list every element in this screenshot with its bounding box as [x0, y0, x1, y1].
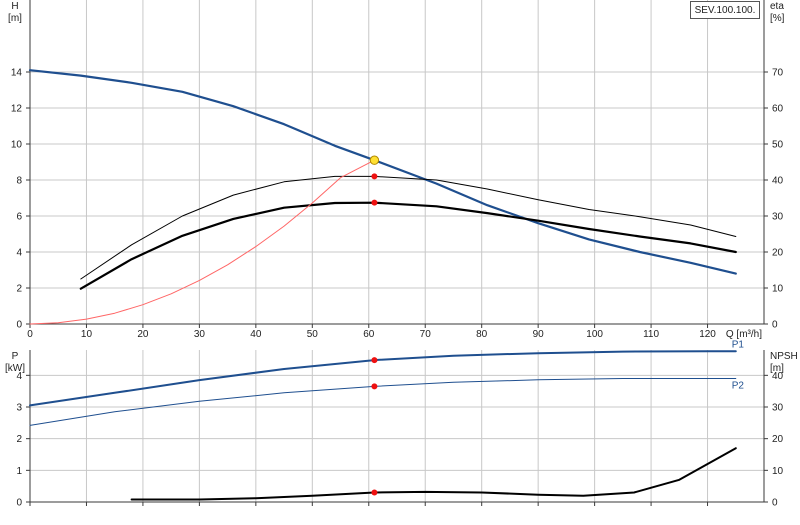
y-left-tick-label: 1 [16, 466, 22, 477]
y-left-tick-label: 12 [11, 104, 23, 115]
y-right-axis-unit: [m] [770, 363, 784, 374]
y-left-tick-label: 6 [16, 212, 22, 223]
x-tick-label: 0 [27, 329, 33, 340]
P1-series-line [29, 350, 737, 407]
p2-series-label: P2 [732, 381, 745, 392]
y-left-tick-label: 0 [16, 320, 22, 331]
system-curve-series-line [29, 159, 375, 325]
y-right-tick-label: 0 [772, 498, 778, 509]
head-series-line [28, 69, 737, 275]
y-left-tick-label: 10 [11, 140, 23, 151]
y-right-tick-label: 10 [772, 284, 784, 295]
efficiency-lower-series-line [79, 201, 737, 290]
y-left-tick-label: 2 [16, 284, 22, 295]
p2-point-marker [371, 383, 378, 390]
model-label: SEV.100.100. [694, 4, 756, 16]
y-right-tick-label: 30 [772, 403, 784, 414]
x-tick-label: 50 [307, 329, 319, 340]
y-left-tick-label: 4 [16, 248, 22, 259]
eta-lower-point-marker [371, 199, 378, 206]
y-left-axis-unit: [m] [8, 13, 22, 24]
y-left-tick-label: 8 [16, 176, 22, 187]
x-tick-label: 80 [476, 329, 488, 340]
x-tick-label: 100 [586, 329, 603, 340]
x-tick-label: 90 [533, 329, 545, 340]
series-layer [28, 69, 737, 501]
y-left-tick-label: 2 [16, 434, 22, 445]
P2-series-line [29, 378, 737, 426]
y-left-tick-label: 3 [16, 403, 22, 414]
x-axis-title: Q [m³/h] [726, 329, 762, 340]
p1-point-marker [371, 357, 378, 364]
y-right-axis-title: NPSH [770, 351, 798, 362]
y-left-tick-label: 14 [11, 68, 23, 79]
y-right-tick-label: 30 [772, 212, 784, 223]
p1-series-label: P1 [732, 339, 745, 350]
y-right-tick-label: 60 [772, 104, 784, 115]
y-right-axis-unit: [%] [770, 13, 785, 24]
efficiency-upper-series-line [80, 175, 737, 280]
x-tick-label: 110 [643, 329, 659, 340]
y-right-tick-label: 10 [772, 466, 784, 477]
x-tick-label: 20 [137, 329, 149, 340]
y-right-tick-label: 0 [772, 320, 778, 331]
text-layer: 0 10 20 30 40 50 60 70 80 90 100 110 120024681012140… [5, 1, 798, 509]
y-right-tick-label: 40 [772, 371, 784, 382]
y-right-tick-label: 70 [772, 68, 784, 79]
y-left-axis-unit: [kW] [5, 363, 25, 374]
x-tick-label: 120 [699, 329, 716, 340]
eta-upper-point-marker [371, 173, 378, 180]
grid-layer [30, 0, 764, 502]
x-tick-label: 40 [250, 329, 262, 340]
y-right-axis-title: eta [770, 1, 784, 12]
NPSH-series-line [130, 447, 737, 501]
npsh-point-marker [371, 489, 378, 496]
points-layer [369, 155, 380, 496]
y-right-tick-label: 50 [772, 140, 784, 151]
x-tick-label: 10 [81, 329, 93, 340]
x-tick-label: 70 [420, 329, 432, 340]
y-left-axis-title: H [11, 1, 18, 12]
x-tick-label: 60 [363, 329, 375, 340]
axes-layer [26, 0, 768, 506]
y-left-tick-label: 4 [16, 371, 22, 382]
y-left-axis-title: P [12, 351, 19, 362]
y-right-tick-label: 20 [772, 248, 784, 259]
y-right-tick-label: 20 [772, 434, 784, 445]
model-label-box: SEV.100.100. [690, 1, 760, 19]
y-left-tick-label: 0 [16, 498, 22, 509]
y-right-tick-label: 40 [772, 176, 784, 187]
x-tick-label: 30 [194, 329, 206, 340]
duty-point-marker [369, 155, 380, 165]
